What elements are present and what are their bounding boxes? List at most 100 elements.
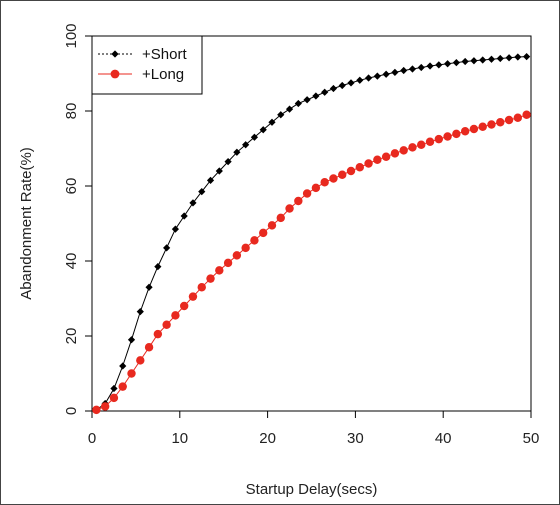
data-point — [355, 163, 364, 172]
y-tick-label: 60 — [63, 178, 80, 195]
data-point — [417, 140, 426, 149]
data-point — [452, 129, 461, 139]
plot-area — [91, 35, 532, 412]
data-point — [206, 176, 215, 184]
x-tick-label: 30 — [347, 430, 364, 447]
data-point — [302, 189, 312, 198]
data-point — [513, 113, 523, 122]
legend-item: +Short — [98, 46, 187, 63]
data-point — [109, 393, 119, 403]
data-point — [408, 143, 417, 152]
data-point — [514, 53, 522, 61]
data-point — [390, 149, 400, 158]
data-point — [321, 88, 329, 96]
x-tick-label: 10 — [171, 430, 188, 447]
data-point — [479, 56, 487, 64]
data-point — [329, 84, 338, 93]
x-tick-label: 50 — [523, 430, 540, 447]
data-point — [408, 65, 417, 73]
data-point — [215, 266, 224, 275]
series-layer — [92, 53, 531, 415]
data-point — [425, 137, 435, 146]
data-point — [198, 188, 206, 196]
data-point — [364, 159, 373, 168]
y-tick-label: 40 — [63, 253, 80, 270]
data-point — [356, 76, 364, 84]
series-short — [92, 53, 531, 414]
data-point — [118, 382, 127, 391]
data-point — [136, 356, 145, 365]
data-point — [92, 405, 101, 415]
data-point — [460, 127, 470, 136]
data-point — [145, 283, 153, 291]
data-point — [110, 384, 118, 393]
data-point — [443, 60, 452, 68]
data-point — [373, 155, 382, 164]
data-point — [391, 68, 399, 76]
data-point — [171, 311, 180, 320]
plot-border — [91, 35, 532, 412]
x-tick-label: 20 — [259, 430, 276, 447]
data-point — [223, 258, 233, 268]
data-point — [338, 170, 347, 179]
data-point — [163, 244, 171, 252]
data-point — [267, 221, 277, 230]
y-axis: 0 20 40 60 80 100 — [63, 23, 92, 415]
y-tick-label: 100 — [63, 23, 80, 48]
data-point — [312, 92, 320, 100]
data-point — [100, 402, 110, 411]
data-point — [435, 61, 443, 69]
data-point — [505, 54, 513, 62]
data-point — [180, 212, 188, 220]
y-tick-label: 0 — [63, 407, 80, 415]
data-point — [241, 243, 250, 253]
data-point — [215, 167, 223, 175]
data-point — [224, 158, 232, 166]
data-point — [127, 369, 136, 378]
data-point — [294, 196, 303, 206]
series-line — [96, 114, 527, 411]
data-point — [127, 336, 136, 344]
data-point — [338, 81, 346, 90]
data-point — [232, 251, 242, 260]
data-point — [487, 120, 496, 129]
data-point — [364, 74, 373, 82]
x-tick-label: 40 — [435, 430, 452, 447]
data-point — [153, 329, 163, 339]
data-point — [434, 134, 444, 144]
data-point — [119, 362, 127, 370]
data-point — [144, 343, 154, 352]
data-point — [171, 225, 180, 233]
data-point — [329, 174, 338, 183]
data-point — [461, 57, 469, 66]
data-point — [136, 308, 144, 316]
data-point — [250, 133, 259, 141]
data-point — [470, 57, 478, 65]
data-point — [443, 132, 452, 141]
data-point — [452, 59, 460, 67]
data-point — [242, 141, 250, 149]
legend: +Short +Long — [91, 35, 203, 95]
data-point — [347, 79, 355, 87]
x-axis-title: Startup Delay(secs) — [246, 481, 378, 498]
y-tick-label: 80 — [63, 103, 80, 120]
data-point — [197, 283, 206, 292]
data-point — [259, 228, 268, 238]
y-tick-label: 20 — [63, 328, 80, 345]
data-point — [285, 105, 294, 113]
x-tick-label: 0 — [88, 430, 96, 447]
legend-label: +Long — [142, 66, 184, 83]
data-point — [162, 320, 171, 329]
data-point — [311, 183, 321, 193]
data-point — [179, 301, 189, 311]
data-point — [504, 115, 514, 125]
data-point — [496, 54, 504, 63]
data-point — [382, 70, 390, 78]
data-point — [303, 96, 311, 104]
data-point — [285, 204, 294, 213]
data-point — [381, 152, 391, 161]
data-point — [426, 62, 434, 70]
data-point — [206, 274, 215, 283]
data-point — [373, 72, 381, 80]
